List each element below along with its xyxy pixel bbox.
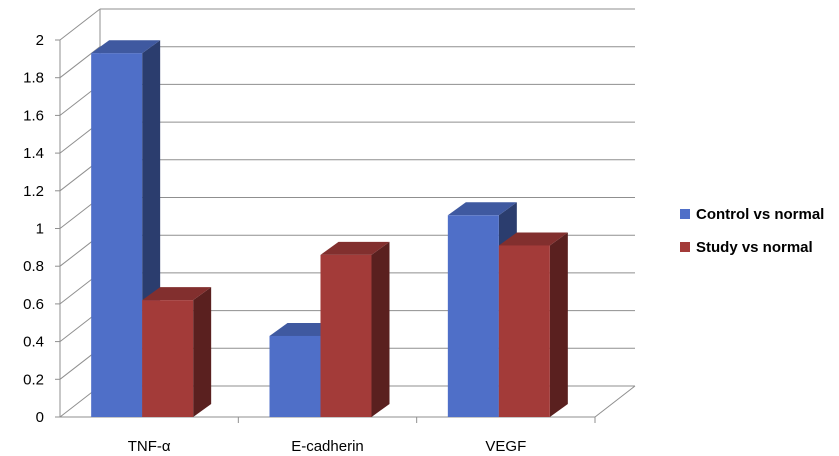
x-category-label: TNF-α [128, 438, 171, 455]
legend-item-study: Study vs normal [680, 235, 824, 259]
bar-top [320, 241, 390, 255]
bar-top [498, 232, 568, 246]
legend-swatch-study [680, 242, 690, 252]
y-tick-label: 1 [36, 221, 44, 238]
bar [320, 254, 372, 417]
bar [269, 335, 321, 417]
bar [91, 53, 143, 417]
x-category-label: E-cadherin [291, 438, 364, 455]
legend-label-study: Study vs normal [696, 238, 813, 256]
bar-top [142, 287, 212, 301]
x-category-label: VEGF [485, 438, 526, 455]
bar-side [193, 287, 212, 417]
bars [91, 40, 568, 417]
legend-label-control: Control vs normal [696, 205, 825, 223]
y-tick-label: 0.6 [23, 296, 44, 313]
y-axis: 0 0.2 0.4 0.6 0.8 1 1.2 1.4 1.6 1.8 2 [23, 32, 44, 426]
bar [447, 215, 499, 417]
y-tick-label: 0 [36, 409, 44, 426]
bar [498, 245, 550, 417]
y-tick-label: 1.6 [23, 107, 44, 124]
legend-swatch-control [680, 209, 690, 219]
legend: Control vs normal Study vs normal [680, 202, 824, 268]
bar-top [91, 40, 161, 54]
y-tick-label: 1.8 [23, 70, 44, 87]
bar-side [549, 232, 568, 417]
bar-side [371, 241, 390, 417]
gridline-diagonal [59, 8, 101, 41]
legend-item-control: Control vs normal [680, 202, 824, 226]
y-tick-label: 2 [36, 32, 44, 49]
y-tick-label: 1.2 [23, 183, 44, 200]
bar-top [447, 202, 517, 216]
bar [142, 300, 194, 417]
x-axis: TNF-α E-cadherin VEGF [128, 438, 527, 455]
y-tick-label: 0.2 [23, 371, 44, 388]
y-tick-label: 0.8 [23, 258, 44, 275]
y-tick-label: 0.4 [23, 334, 44, 351]
y-tick-label: 1.4 [23, 145, 44, 162]
